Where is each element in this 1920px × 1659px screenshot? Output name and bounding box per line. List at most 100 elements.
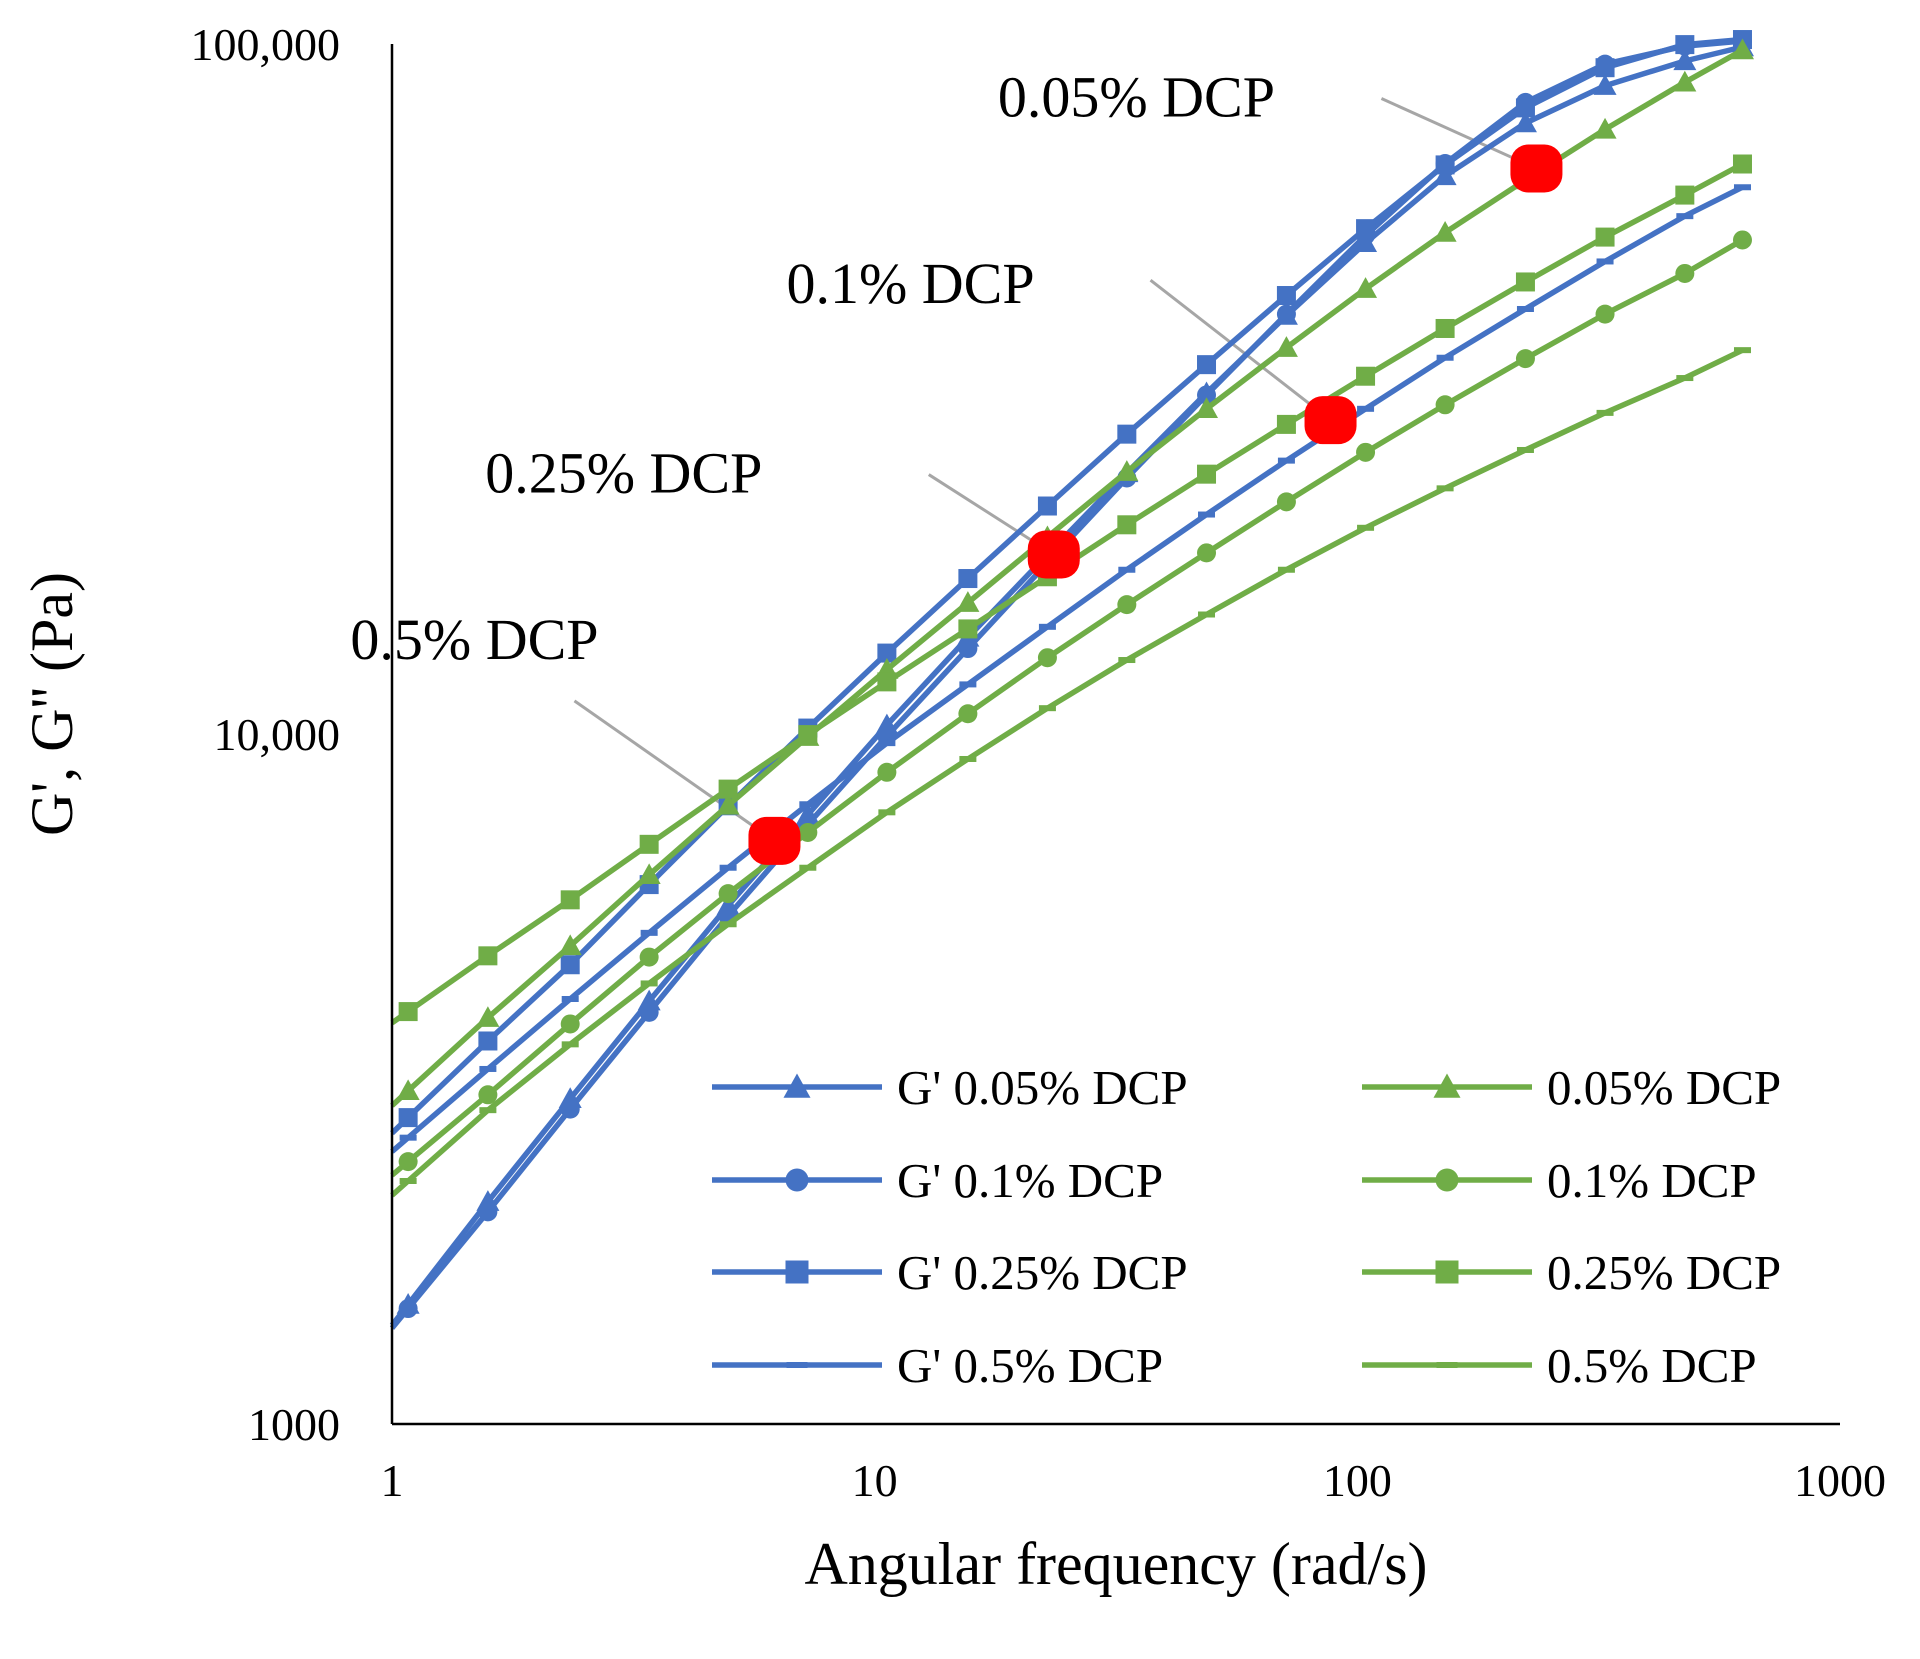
data-point [1118, 566, 1136, 573]
series [390, 347, 1751, 1198]
data-point [1115, 460, 1139, 481]
x-tick-label: 1000 [1794, 1455, 1886, 1506]
data-point [558, 934, 582, 956]
legend-label: G' 0.1% DCP [897, 1153, 1163, 1208]
data-point [1037, 496, 1057, 516]
data-point [878, 740, 896, 747]
x-tick-label: 10 [852, 1455, 898, 1506]
data-point [479, 1065, 497, 1072]
data-point [1515, 349, 1535, 369]
data-point [478, 1085, 498, 1105]
data-point [560, 1099, 580, 1119]
legend-marker [785, 1168, 809, 1192]
crossover-marker [1027, 530, 1080, 579]
data-point [1675, 185, 1695, 205]
data-point [1037, 648, 1057, 668]
data-point [958, 569, 978, 589]
data-point [959, 681, 977, 688]
data-point [640, 929, 658, 936]
data-point [1733, 184, 1751, 191]
data-point [1675, 263, 1695, 283]
y-tick-label: 1000 [248, 1399, 340, 1450]
data-point [958, 704, 978, 724]
data-point [637, 863, 661, 885]
data-point [398, 1299, 418, 1319]
data-point [476, 1006, 500, 1027]
data-point [1276, 286, 1296, 306]
data-point [1595, 227, 1615, 247]
data-point [956, 591, 980, 612]
data-point [1277, 457, 1295, 464]
crossover-label: 0.25% DCP [485, 441, 762, 506]
data-point [1356, 442, 1376, 462]
legend-label: G' 0.5% DCP [897, 1338, 1163, 1393]
data-point [719, 864, 737, 871]
data-point [1197, 464, 1217, 484]
data-point [1435, 318, 1455, 338]
data-point [478, 946, 498, 966]
data-point [398, 1152, 418, 1172]
crossover-marker [748, 816, 801, 865]
data-point [798, 822, 818, 842]
y-tick-label: 10,000 [214, 709, 341, 760]
data-point [1356, 219, 1376, 239]
data-point [1117, 515, 1137, 535]
data-point [1436, 354, 1454, 361]
data-point [1730, 38, 1754, 60]
crossover-label: 0.05% DCP [998, 65, 1275, 130]
data-point [399, 1134, 417, 1141]
legend-label: 0.5% DCP [1547, 1338, 1757, 1393]
data-point [1198, 611, 1216, 618]
data-point [561, 1041, 579, 1048]
legend-label: 0.1% DCP [1547, 1153, 1757, 1208]
data-point [718, 884, 738, 904]
data-point [398, 1002, 418, 1022]
series [390, 230, 1752, 1178]
data-point [560, 955, 580, 975]
legend-marker [783, 1073, 811, 1098]
series [389, 35, 1754, 1327]
data-point [1596, 258, 1614, 265]
data-point [1732, 154, 1752, 174]
data-point [958, 619, 978, 639]
data-point [877, 762, 897, 782]
data-point [1038, 623, 1056, 630]
data-point [1117, 424, 1137, 444]
data-point [639, 1002, 659, 1022]
legend-item: 0.25% DCP [1362, 1245, 1781, 1300]
data-point [1516, 305, 1534, 312]
series-line [390, 36, 1743, 1136]
series [390, 184, 1751, 1154]
data-point [639, 834, 659, 854]
legend-label: G' 0.25% DCP [897, 1245, 1188, 1300]
legend-item: G' 0.25% DCP [712, 1245, 1188, 1300]
data-point [1357, 524, 1375, 531]
data-point [1593, 74, 1617, 95]
series [389, 31, 1752, 1330]
data-point [561, 995, 579, 1002]
data-point [1274, 336, 1298, 357]
data-point [958, 639, 978, 659]
data-point [1673, 70, 1697, 92]
legend-item: G' 0.1% DCP [712, 1153, 1163, 1208]
data-point [1515, 272, 1535, 292]
legend-label: 0.25% DCP [1547, 1245, 1781, 1300]
y-axis-title: G', G'' (Pa) [19, 572, 85, 836]
data-point [399, 1177, 417, 1184]
legend-marker [1436, 1362, 1458, 1368]
legend-marker [1435, 1168, 1459, 1192]
data-point [1197, 543, 1217, 563]
data-point [798, 725, 818, 745]
data-point [1676, 375, 1694, 382]
data-point [1673, 49, 1697, 71]
data-point [878, 809, 896, 816]
annotation-leader-line [1380, 97, 1538, 170]
legend-label: 0.05% DCP [1547, 1060, 1781, 1115]
data-point [1433, 221, 1457, 242]
data-point [799, 864, 817, 871]
data-point [1038, 705, 1056, 712]
data-point [1595, 304, 1615, 324]
data-point [398, 1108, 418, 1128]
data-point [799, 801, 817, 808]
annotation-leader-line [573, 699, 776, 843]
